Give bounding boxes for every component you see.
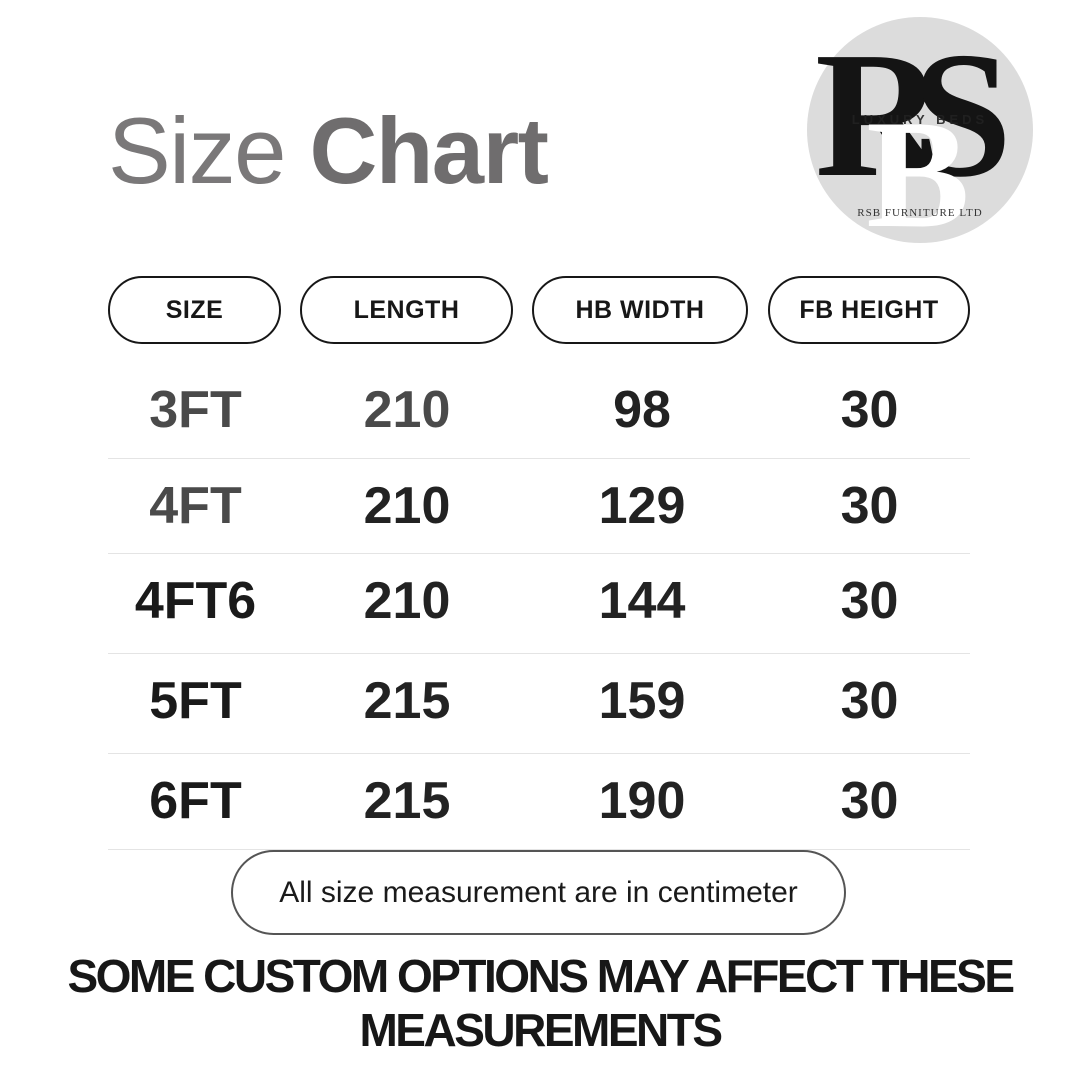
svg-text:RSB FURNITURE LTD: RSB FURNITURE LTD: [857, 207, 982, 219]
svg-text:LUXURY BEDS: LUXURY BEDS: [852, 112, 988, 127]
